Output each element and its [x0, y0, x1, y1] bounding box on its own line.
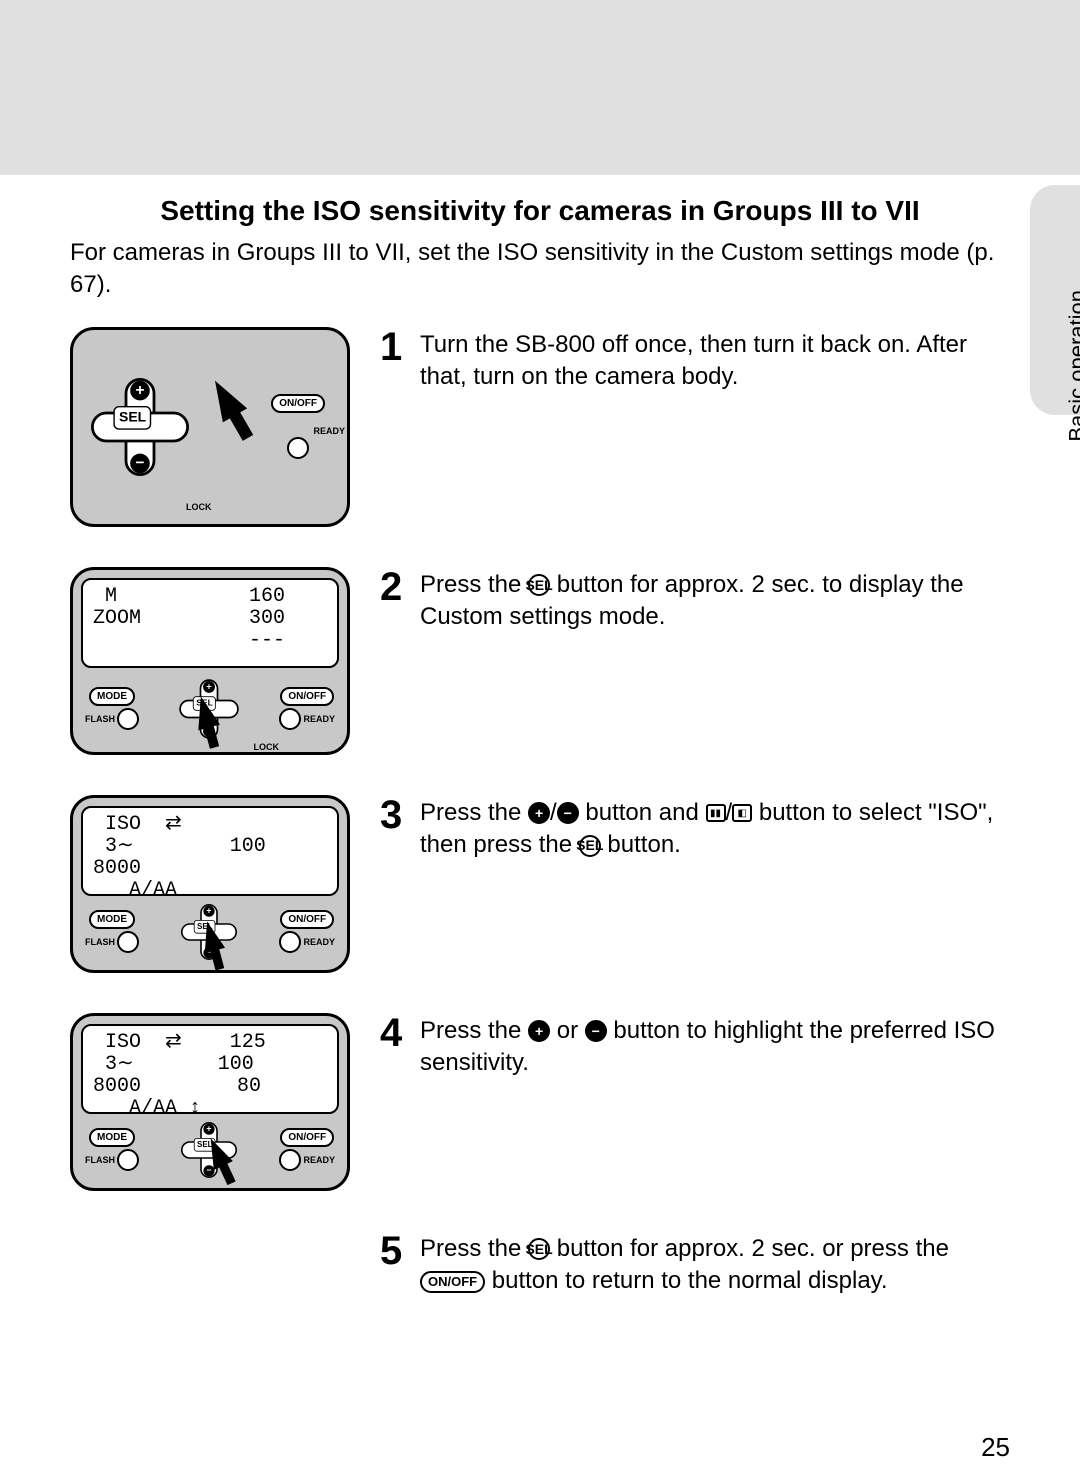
step-text: Press the SEL button for approx. 2 sec. …	[420, 567, 1010, 634]
section-tab-label: Basic operation	[1065, 290, 1080, 442]
step-number: 4	[380, 1013, 410, 1053]
intro-text: For cameras in Groups III to VII, set th…	[70, 237, 1010, 302]
ready-button-icon	[279, 708, 301, 730]
minus-icon: −	[130, 453, 150, 473]
onoff-icon: ON/OFF	[420, 1271, 485, 1293]
section-title: Setting the ISO sensitivity for cameras …	[70, 195, 1010, 227]
illustration-4: ISO ⇄ 125 3∼ 100 8000 80 A/AA ↕ MODE FLA…	[70, 1013, 350, 1191]
sel-icon: SEL	[528, 1238, 550, 1260]
lock-label: LOCK	[186, 502, 212, 512]
step-number: 2	[380, 567, 410, 607]
ready-label: READY	[313, 426, 345, 436]
right-icon: ◧	[732, 804, 752, 822]
left-icon: ▮▮	[706, 804, 726, 822]
illustration-1: + − SEL ON/OFF READY LOCK	[70, 327, 350, 527]
page-number: 25	[981, 1432, 1010, 1463]
step-2: M 160 ZOOM 300 --- MODE FLASH +− SEL	[70, 567, 1010, 755]
lcd-display: M 160 ZOOM 300 ---	[81, 578, 339, 668]
sel-icon: SEL	[579, 835, 601, 857]
step-number: 3	[380, 795, 410, 835]
mode-button-icon: MODE	[89, 687, 135, 706]
manual-page: Basic operation Setting the ISO sensitiv…	[0, 175, 1080, 1483]
step-number: 5	[380, 1231, 410, 1271]
step-5: 5 Press the SEL button for approx. 2 sec…	[380, 1231, 1010, 1298]
step-number: 1	[380, 327, 410, 367]
lock-label: LOCK	[254, 742, 280, 752]
plus-icon: +	[528, 802, 550, 824]
step-text: Press the +/− button and ▮▮/◧ button to …	[420, 795, 1010, 862]
dpad-icon: + − SEL	[91, 378, 189, 476]
lcd-display: ISO ⇄ 125 3∼ 100 8000 80 A/AA ↕	[81, 1024, 339, 1114]
illustration-3: ISO ⇄ 3∼ 100 8000 A/AA MODE FLASH +− SEL…	[70, 795, 350, 973]
minus-icon: −	[585, 1020, 607, 1042]
sel-icon: SEL	[528, 574, 550, 596]
step-1: + − SEL ON/OFF READY LOCK 1 Turn	[70, 327, 1010, 527]
illustration-2: M 160 ZOOM 300 --- MODE FLASH +− SEL	[70, 567, 350, 755]
steps-list: + − SEL ON/OFF READY LOCK 1 Turn	[70, 327, 1010, 1298]
plus-icon: +	[528, 1020, 550, 1042]
onoff-button-icon: ON/OFF	[280, 687, 334, 706]
pointer-arrow-icon	[203, 373, 247, 422]
onoff-button-icon: ON/OFF	[271, 394, 325, 413]
step-text: Press the SEL button for approx. 2 sec. …	[420, 1231, 1010, 1298]
step-text: Turn the SB-800 off once, then turn it b…	[420, 327, 1010, 394]
ready-button-icon	[287, 437, 309, 459]
plus-icon: +	[130, 381, 150, 401]
step-4: ISO ⇄ 125 3∼ 100 8000 80 A/AA ↕ MODE FLA…	[70, 1013, 1010, 1191]
step-3: ISO ⇄ 3∼ 100 8000 A/AA MODE FLASH +− SEL…	[70, 795, 1010, 973]
step-text: Press the + or − button to highlight the…	[420, 1013, 1010, 1080]
lcd-display: ISO ⇄ 3∼ 100 8000 A/AA	[81, 806, 339, 896]
flash-button-icon	[117, 708, 139, 730]
sel-icon: SEL	[113, 406, 151, 430]
minus-icon: −	[557, 802, 579, 824]
